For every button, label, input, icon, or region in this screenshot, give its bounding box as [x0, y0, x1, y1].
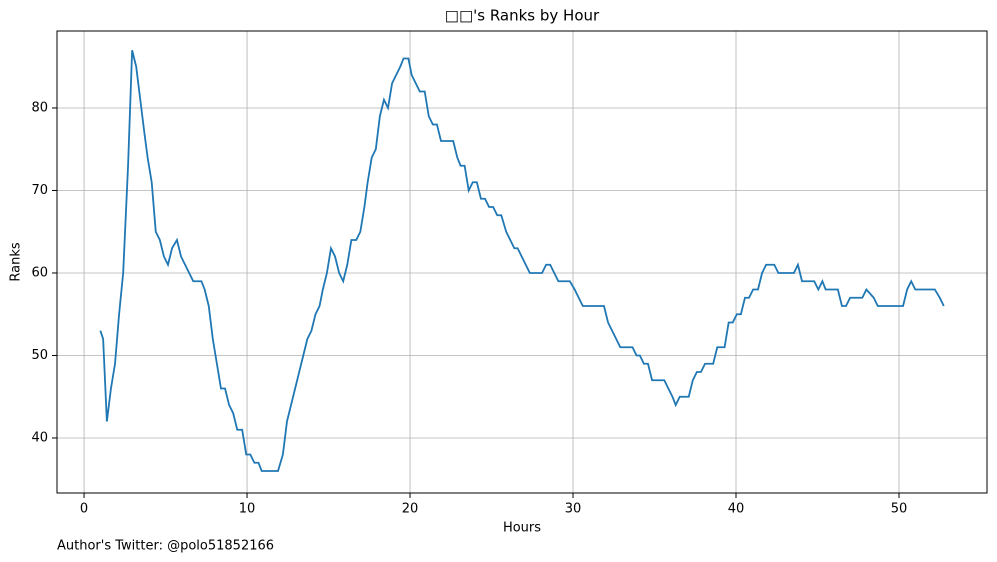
x-tick-label: 40 [728, 502, 745, 517]
x-tick-label: 30 [565, 502, 582, 517]
x-tick-label: 20 [402, 502, 419, 517]
y-tick-label: 40 [31, 430, 48, 445]
y-tick-label: 80 [31, 100, 48, 115]
y-tick-label: 70 [31, 183, 48, 198]
y-tick-label: 50 [31, 348, 48, 363]
x-tick-label: 10 [239, 502, 256, 517]
x-tick-label: 0 [80, 502, 88, 517]
chart-title: □□'s Ranks by Hour [445, 7, 600, 25]
x-axis-label: Hours [503, 521, 541, 536]
y-tick-label: 60 [31, 265, 48, 280]
x-tick-label: 50 [891, 502, 908, 517]
data-line [99, 50, 945, 472]
footnote: Author's Twitter: @polo51852166 [57, 539, 274, 554]
y-axis-label: Ranks [9, 242, 24, 281]
axes-frame [56, 30, 988, 494]
